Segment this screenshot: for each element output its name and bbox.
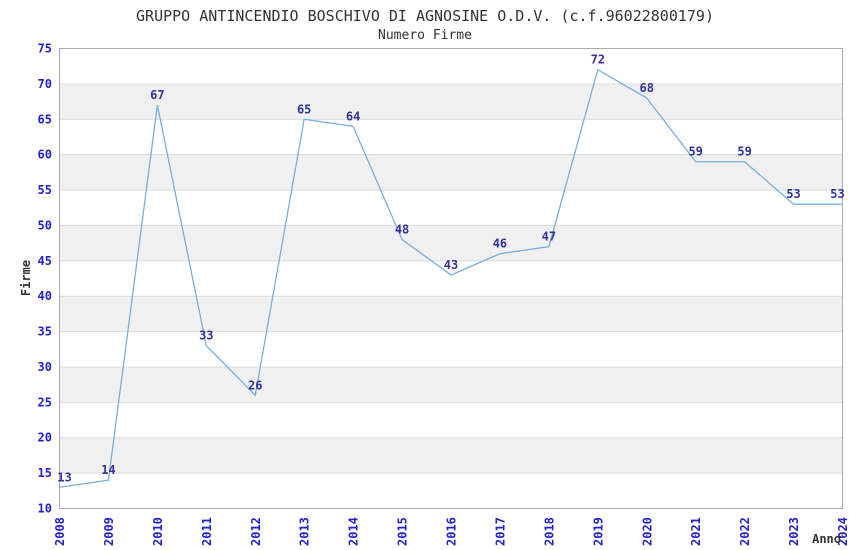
x-tick-label: 2011 <box>200 517 214 546</box>
y-tick-label: 50 <box>38 218 52 232</box>
data-label: 59 <box>688 145 702 159</box>
y-tick-label: 30 <box>38 360 52 374</box>
x-tick-label: 2016 <box>445 517 459 546</box>
data-label: 72 <box>591 53 605 67</box>
y-tick-label: 75 <box>38 42 52 56</box>
x-tick-label: 2012 <box>249 517 263 546</box>
data-label: 26 <box>248 378 262 392</box>
x-tick-label: 2018 <box>542 517 556 546</box>
x-tick-label: 2023 <box>787 517 801 546</box>
x-tick-label: 2019 <box>591 517 605 546</box>
data-label: 53 <box>830 187 844 201</box>
data-label: 59 <box>737 145 751 159</box>
plot-band <box>59 225 843 261</box>
data-label: 67 <box>150 88 164 102</box>
plot-band <box>59 437 843 474</box>
data-label: 65 <box>297 102 311 116</box>
x-tick-label: 2021 <box>689 517 703 546</box>
series-line <box>59 68 843 488</box>
x-tick-label: 2017 <box>493 517 507 546</box>
y-tick-label: 55 <box>38 183 52 197</box>
x-axis-title: Anno <box>812 532 841 546</box>
x-tick-label: 2022 <box>738 517 752 546</box>
x-tick-label: 2015 <box>396 517 410 546</box>
y-tick-label: 15 <box>38 466 52 480</box>
plot-band <box>59 154 843 191</box>
y-axis-title: Firme <box>19 260 33 296</box>
data-label: 47 <box>542 230 556 244</box>
data-label: 13 <box>57 470 71 484</box>
data-label: 53 <box>786 187 800 201</box>
y-tick-label: 10 <box>38 502 52 516</box>
y-tick-label: 60 <box>38 148 52 162</box>
plot-border <box>59 48 843 509</box>
plot-band <box>59 83 843 120</box>
x-tick-label: 2008 <box>53 517 67 546</box>
y-tick-label: 65 <box>38 112 52 126</box>
chart-title: GRUPPO ANTINCENDIO BOSCHIVO DI AGNOSINE … <box>136 7 714 25</box>
data-label: 64 <box>346 109 360 123</box>
plot-band <box>59 366 843 403</box>
x-tick-label: 2014 <box>347 517 361 546</box>
y-tick-label: 20 <box>38 431 52 445</box>
data-label: 46 <box>493 237 507 251</box>
y-tick-label: 25 <box>38 395 52 409</box>
plot-band <box>59 296 843 332</box>
x-tick-label: 2024 <box>836 517 850 546</box>
y-tick-label: 40 <box>38 289 52 303</box>
data-label: 68 <box>640 81 654 95</box>
x-tick-label: 2013 <box>298 517 312 546</box>
data-label: 48 <box>395 223 409 237</box>
x-tick-label: 2020 <box>640 517 654 546</box>
chart-subtitle: Numero Firme <box>378 28 472 43</box>
x-tick-label: 2009 <box>102 517 116 546</box>
data-label: 14 <box>101 463 115 477</box>
y-tick-label: 35 <box>38 325 52 339</box>
x-tick-label: 2010 <box>151 517 165 546</box>
data-label: 33 <box>199 329 213 343</box>
y-tick-label: 45 <box>38 254 52 268</box>
y-tick-label: 70 <box>38 77 52 91</box>
data-label: 43 <box>444 258 458 272</box>
